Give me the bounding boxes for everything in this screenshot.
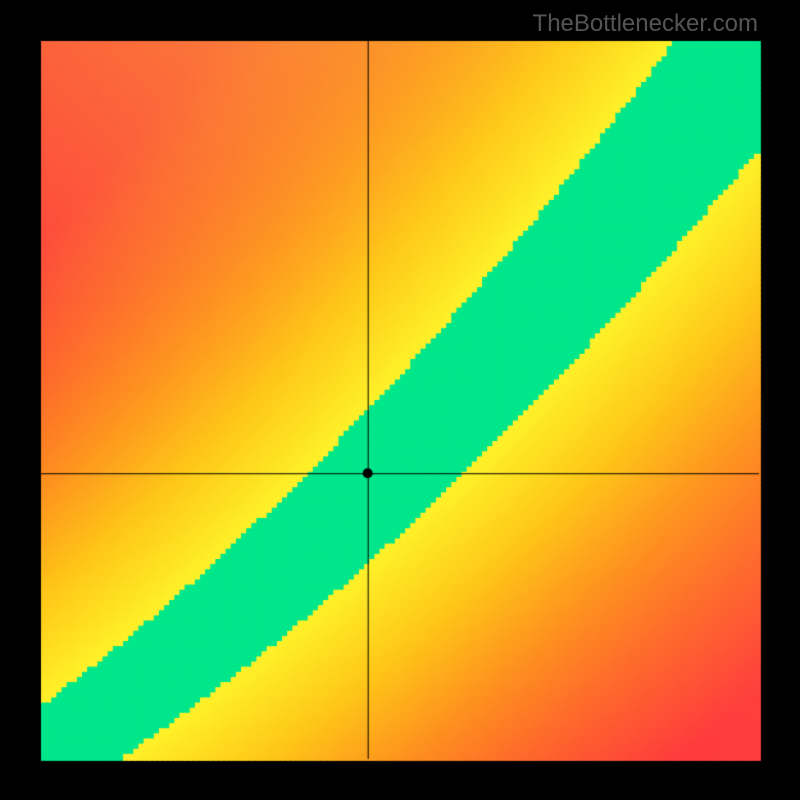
watermark-text: TheBottlenecker.com: [533, 10, 758, 38]
chart-container: TheBottlenecker.com: [0, 0, 800, 800]
bottleneck-heatmap: [0, 0, 800, 800]
